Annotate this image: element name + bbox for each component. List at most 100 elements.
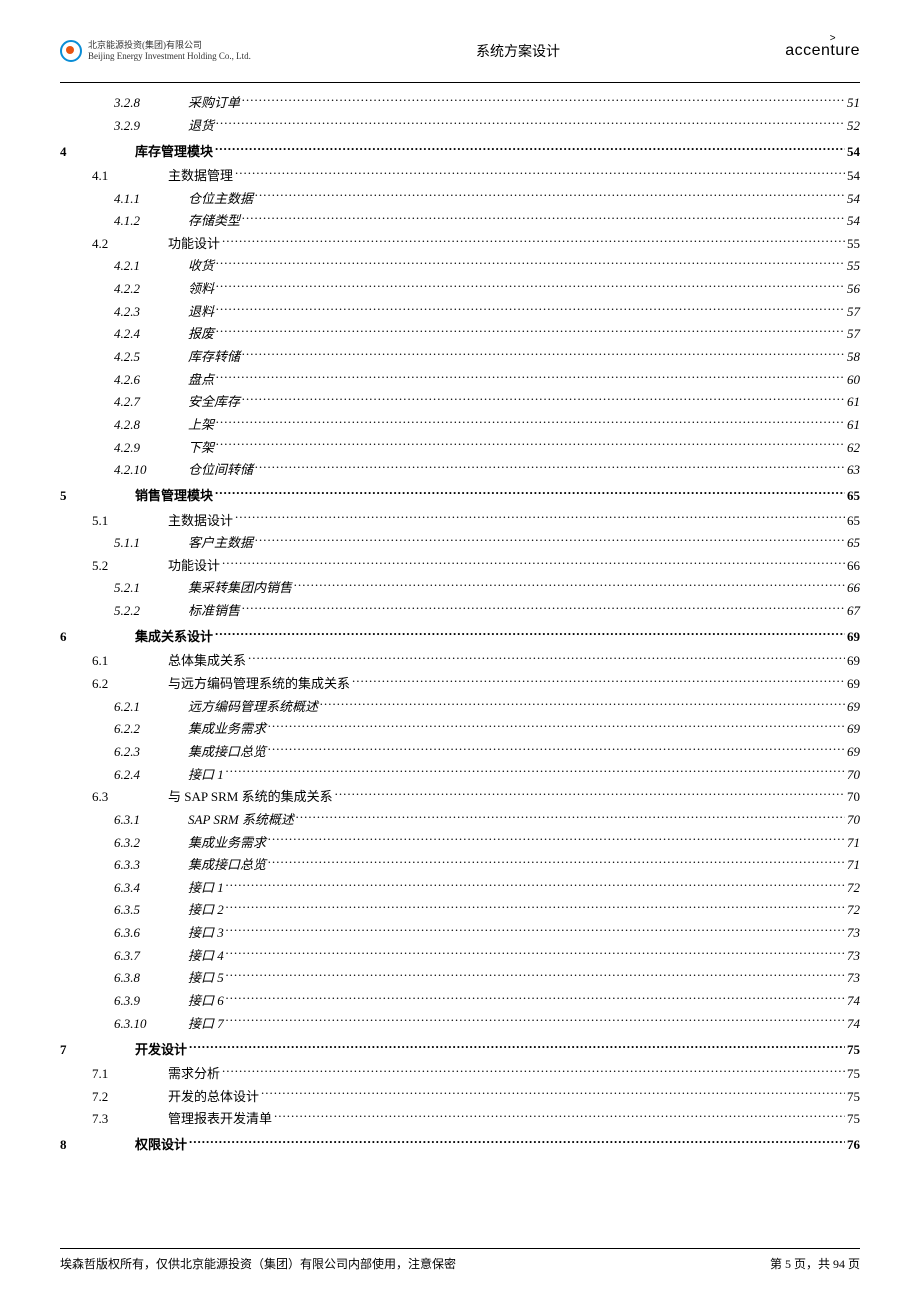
toc-number: 6.2.2 — [60, 719, 188, 739]
toc-entry: 7.1需求分析75 — [60, 1064, 860, 1084]
toc-title: 功能设计 — [168, 556, 220, 576]
toc-title: 标准销售 — [188, 601, 240, 621]
toc-title: 接口 3 — [188, 923, 224, 943]
toc-number: 7.2 — [60, 1087, 168, 1107]
toc-leader-dots — [296, 811, 845, 824]
toc-entry: 6.3.1SAP SRM 系统概述70 — [60, 810, 860, 830]
toc-entry: 6.2.1远方编码管理系统概述69 — [60, 697, 860, 717]
header-divider — [60, 82, 860, 83]
toc-leader-dots — [226, 1015, 845, 1028]
toc-title: 客户主数据 — [188, 533, 253, 553]
toc-entry: 4.2.6盘点60 — [60, 370, 860, 390]
toc-page: 75 — [847, 1040, 860, 1060]
toc-leader-dots — [274, 1110, 845, 1123]
toc-title: 与 SAP SRM 系统的集成关系 — [168, 787, 333, 807]
toc-entry: 7.2开发的总体设计75 — [60, 1087, 860, 1107]
toc-page: 75 — [847, 1064, 860, 1084]
toc-leader-dots — [226, 924, 845, 937]
toc-number: 4.2.2 — [60, 279, 188, 299]
document-title: 系统方案设计 — [476, 41, 560, 61]
toc-page: 54 — [847, 189, 860, 209]
toc-entry: 6.3.3集成接口总览71 — [60, 855, 860, 875]
toc-page: 65 — [847, 511, 860, 531]
toc-leader-dots — [255, 534, 845, 547]
toc-page: 56 — [847, 279, 860, 299]
toc-number: 4.2.10 — [60, 460, 188, 480]
toc-number: 7.1 — [60, 1064, 168, 1084]
toc-title: 总体集成关系 — [168, 651, 246, 671]
toc-page: 60 — [847, 370, 860, 390]
toc-number: 4.2.1 — [60, 256, 188, 276]
toc-number: 5.2.1 — [60, 578, 188, 598]
toc-page: 73 — [847, 968, 860, 988]
toc-number: 5.1.1 — [60, 533, 188, 553]
toc-title: 库存管理模块 — [135, 142, 213, 162]
toc-number: 5.2.2 — [60, 601, 188, 621]
toc-leader-dots — [189, 1041, 845, 1054]
toc-number: 6.3 — [60, 787, 168, 807]
toc-entry: 6.3.5接口 272 — [60, 900, 860, 920]
toc-entry: 6.3.8接口 573 — [60, 968, 860, 988]
toc-title: 接口 1 — [188, 765, 224, 785]
toc-leader-dots — [352, 675, 845, 688]
toc-entry: 6.3.10接口 774 — [60, 1014, 860, 1034]
toc-leader-dots — [268, 856, 845, 869]
toc-page: 69 — [847, 674, 860, 694]
toc-leader-dots — [242, 602, 845, 615]
toc-entry: 4.2.5库存转储58 — [60, 347, 860, 367]
toc-leader-dots — [216, 439, 845, 452]
toc-number: 4.2.5 — [60, 347, 188, 367]
toc-page: 63 — [847, 460, 860, 480]
toc-title: 功能设计 — [168, 234, 220, 254]
toc-page: 74 — [847, 991, 860, 1011]
brand-logo: accenture — [785, 42, 860, 60]
toc-page: 54 — [847, 211, 860, 231]
toc-number: 6.2.1 — [60, 697, 188, 717]
toc-page: 57 — [847, 324, 860, 344]
toc-leader-dots — [335, 788, 845, 801]
toc-leader-dots — [216, 325, 845, 338]
toc-number: 4.2.8 — [60, 415, 188, 435]
toc-number: 7 — [60, 1040, 135, 1060]
toc-title: 权限设计 — [135, 1135, 187, 1155]
toc-title: 接口 4 — [188, 946, 224, 966]
toc-number: 8 — [60, 1135, 135, 1155]
toc-page: 73 — [847, 923, 860, 943]
toc-page: 70 — [847, 787, 860, 807]
toc-entry: 6.2.4接口 170 — [60, 765, 860, 785]
toc-number: 7.3 — [60, 1109, 168, 1129]
toc-leader-dots — [248, 652, 845, 665]
toc-leader-dots — [226, 969, 845, 982]
toc-leader-dots — [242, 393, 845, 406]
header-left: 北京能源投资(集团)有限公司 Beijing Energy Investment… — [60, 40, 251, 62]
toc-entry: 4.2.1收货55 — [60, 256, 860, 276]
toc-page: 61 — [847, 415, 860, 435]
toc-entry: 5.2.2标准销售 67 — [60, 601, 860, 621]
toc-leader-dots — [189, 1136, 845, 1149]
toc-leader-dots — [222, 1065, 845, 1078]
toc-leader-dots — [294, 579, 845, 592]
toc-page: 51 — [847, 93, 860, 113]
toc-page: 72 — [847, 900, 860, 920]
toc-number: 3.2.8 — [60, 93, 188, 113]
toc-leader-dots — [255, 461, 845, 474]
toc-title: 开发设计 — [135, 1040, 187, 1060]
toc-entry: 3.2.9退货52 — [60, 116, 860, 136]
toc-page: 55 — [847, 234, 860, 254]
toc-number: 6.1 — [60, 651, 168, 671]
toc-title: 存储类型 — [188, 211, 240, 231]
toc-entry: 4.1主数据管理54 — [60, 166, 860, 186]
toc-page: 71 — [847, 855, 860, 875]
toc-entry: 6集成关系设计69 — [60, 627, 860, 647]
toc-leader-dots — [320, 698, 845, 711]
toc-number: 6.3.1 — [60, 810, 188, 830]
toc-entry: 4.2功能设计55 — [60, 234, 860, 254]
page-footer: 埃森哲版权所有，仅供北京能源投资（集团）有限公司内部使用，注意保密 第 5 页，… — [60, 1248, 860, 1272]
toc-leader-dots — [216, 280, 845, 293]
toc-title: 接口 6 — [188, 991, 224, 1011]
toc-leader-dots — [216, 303, 845, 316]
copyright-text: 埃森哲版权所有，仅供北京能源投资（集团）有限公司内部使用，注意保密 — [60, 1255, 456, 1272]
toc-leader-dots — [216, 117, 845, 130]
toc-page: 67 — [847, 601, 860, 621]
toc-number: 4.2.6 — [60, 370, 188, 390]
